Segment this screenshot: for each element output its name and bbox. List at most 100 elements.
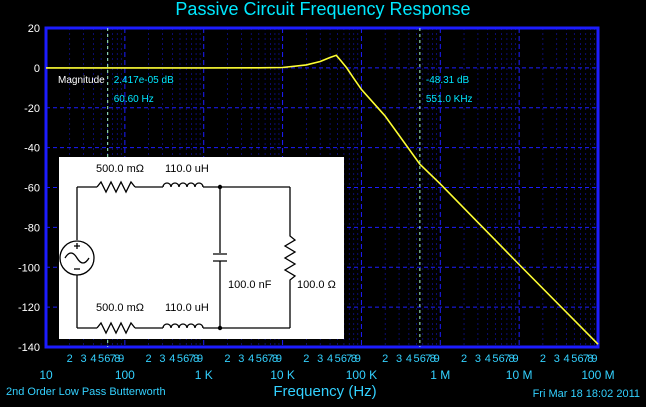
x-minor-tick-label: 4 [485, 353, 491, 365]
x-minor-tick-label: 9 [276, 353, 282, 365]
label-r-top: 500.0 mΩ [96, 163, 144, 175]
x-minor-tick-label: 8 [351, 353, 357, 365]
label-capacitor: 100.0 nF [228, 279, 272, 291]
x-minor-tick-label: 7 [425, 353, 431, 365]
x-minor-tick-label: 6 [262, 353, 268, 365]
y-tick-label: -80 [24, 222, 40, 234]
y-tick-label: -60 [24, 183, 40, 195]
x-minor-tick-label: 2 [67, 353, 73, 365]
label-l-top: 110.0 uH [165, 163, 209, 175]
timestamp: Fri Mar 18 18:02 2011 [532, 388, 640, 400]
footer-caption: 2nd Order Low Pass Butterworth [6, 386, 166, 398]
resistor-load [283, 187, 297, 328]
x-minor-tick-label: 8 [193, 353, 199, 365]
x-minor-tick-label: 3 [554, 353, 560, 365]
x-minor-tick-label: 5 [492, 353, 498, 365]
x-minor-tick-label: 8 [430, 353, 436, 365]
x-tick-label: 10 M [506, 368, 533, 382]
y-tick-label: 0 [34, 63, 40, 75]
x-minor-tick-label: 2 [146, 353, 152, 365]
x-minor-tick-label: 3 [317, 353, 323, 365]
y-tick-label: 20 [28, 23, 40, 35]
x-minor-tick-label: 3 [475, 353, 481, 365]
x-tick-label: 1 K [195, 368, 213, 382]
x-minor-tick-label: 9 [355, 353, 361, 365]
schematic-diagram [59, 180, 297, 335]
y-tick-label: -40 [24, 143, 40, 155]
x-minor-tick-label: 8 [587, 353, 593, 365]
x-minor-tick-label: 2 [303, 353, 309, 365]
x-minor-tick-label: 6 [183, 353, 189, 365]
x-minor-tick-label: 3 [396, 353, 402, 365]
x-minor-tick-label: 4 [90, 353, 96, 365]
x-minor-tick-label: 5 [571, 353, 577, 365]
cursor-frequency-label: 551.0 KHz [426, 94, 473, 105]
resistor-bottom [96, 321, 136, 335]
plot-frame [44, 26, 600, 349]
label-l-bottom: 110.0 uH [165, 302, 209, 314]
plus-sign-icon [74, 243, 80, 249]
x-minor-tick-label: 7 [504, 353, 510, 365]
x-minor-tick-label: 2 [540, 353, 546, 365]
x-tick-label: 100 K [346, 368, 377, 382]
x-minor-tick-label: 9 [512, 353, 518, 365]
x-tick-label: 100 M [581, 368, 614, 382]
x-tick-label: 10 K [270, 368, 295, 382]
y-tick-label: -20 [24, 103, 40, 115]
x-minor-tick-label: 6 [499, 353, 505, 365]
x-minor-tick-label: 9 [434, 353, 440, 365]
x-tick-label: 1 M [430, 368, 450, 382]
x-minor-tick-label: 9 [197, 353, 203, 365]
x-minor-tick-label: 4 [169, 353, 175, 365]
x-minor-tick-label: 7 [346, 353, 352, 365]
x-minor-tick-label: 7 [583, 353, 589, 365]
capacitor-plates [213, 253, 227, 262]
sine-wave-icon [64, 252, 90, 264]
cursor-value-label: -48.31 dB [426, 75, 470, 86]
x-minor-tick-label: 8 [272, 353, 278, 365]
x-minor-tick-label: 5 [413, 353, 419, 365]
x-minor-tick-label: 9 [591, 353, 597, 365]
x-minor-tick-label: 9 [118, 353, 124, 365]
x-minor-tick-label: 4 [327, 353, 333, 365]
x-minor-tick-label: 5 [335, 353, 341, 365]
x-minor-tick-label: 5 [256, 353, 262, 365]
x-minor-tick-label: 4 [248, 353, 254, 365]
schematic-inset: 500.0 mΩ 110.0 uH 500.0 mΩ 110.0 uH 100.… [59, 157, 344, 339]
x-minor-tick-label: 2 [461, 353, 467, 365]
y-tick-label: -140 [18, 342, 40, 354]
label-r-bottom: 500.0 mΩ [96, 302, 144, 314]
x-minor-tick-label: 5 [177, 353, 183, 365]
x-minor-tick-label: 6 [420, 353, 426, 365]
x-minor-tick-label: 6 [577, 353, 583, 365]
x-minor-tick-label: 2 [382, 353, 388, 365]
chart-title: Passive Circuit Frequency Response [175, 0, 471, 19]
x-minor-tick-label: 8 [508, 353, 514, 365]
x-axis-label: Frequency (Hz) [273, 383, 377, 400]
series-line [46, 54, 599, 345]
x-minor-tick-label: 2 [224, 353, 230, 365]
y-tick-label: -120 [18, 302, 40, 314]
x-minor-tick-label: 4 [564, 353, 570, 365]
x-minor-tick-label: 6 [341, 353, 347, 365]
label-load: 100.0 Ω [297, 279, 336, 291]
x-minor-tick-label: 7 [267, 353, 273, 365]
junction-top [217, 184, 223, 190]
cursor-frequency-label: 60.60 Hz [114, 94, 154, 105]
cursor-value-label: 2.417e-05 dB [114, 75, 174, 86]
x-minor-tick-label: 6 [104, 353, 110, 365]
junction-bottom [217, 325, 223, 331]
x-tick-label: 100 [115, 368, 135, 382]
cursor-series-label: Magnitude [58, 75, 105, 86]
x-minor-tick-label: 7 [110, 353, 116, 365]
x-minor-tick-label: 3 [159, 353, 165, 365]
y-tick-label: -100 [18, 262, 40, 274]
x-minor-tick-label: 7 [188, 353, 194, 365]
x-minor-tick-label: 3 [238, 353, 244, 365]
x-minor-tick-label: 8 [114, 353, 120, 365]
x-minor-tick-label: 3 [81, 353, 87, 365]
inductor-bottom [162, 323, 204, 329]
resistor-top [96, 180, 136, 194]
x-tick-label: 10 [39, 368, 53, 382]
